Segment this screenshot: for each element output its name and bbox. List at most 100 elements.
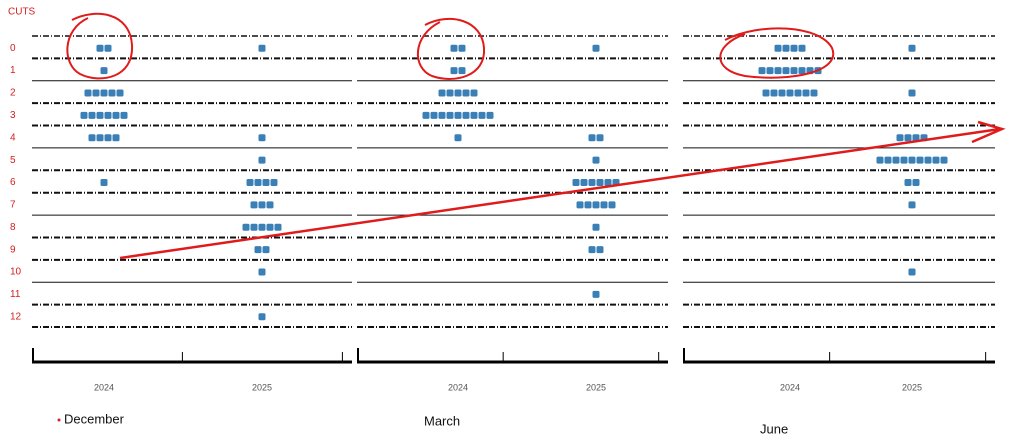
dot xyxy=(450,67,458,75)
dot xyxy=(592,290,600,298)
dot xyxy=(438,111,446,119)
dot xyxy=(592,156,600,164)
dot xyxy=(262,179,270,186)
dot xyxy=(104,44,112,52)
dot xyxy=(446,111,454,119)
x-tick-label: 2025 xyxy=(252,382,272,392)
dot xyxy=(454,134,462,142)
dot xyxy=(246,179,254,186)
dot xyxy=(924,156,932,164)
dot xyxy=(96,111,104,119)
circle-annotation xyxy=(417,17,486,80)
dot xyxy=(112,134,120,142)
dot xyxy=(258,156,266,164)
dot xyxy=(592,44,600,52)
dot xyxy=(592,201,600,209)
dot xyxy=(916,156,924,164)
dot xyxy=(588,179,596,186)
panel-title: March xyxy=(424,413,460,428)
y-tick-label: 11 xyxy=(10,289,21,300)
dot xyxy=(486,111,494,119)
dot xyxy=(422,111,430,119)
y-tick-label: 12 xyxy=(10,311,22,322)
dot xyxy=(588,134,596,142)
annotations xyxy=(66,12,1006,260)
dot xyxy=(572,179,580,186)
dot xyxy=(250,223,258,231)
dot xyxy=(758,67,766,75)
dot xyxy=(588,246,596,254)
dot xyxy=(100,89,108,97)
dot xyxy=(912,134,920,142)
dot xyxy=(266,201,274,209)
dot xyxy=(258,268,266,276)
dot xyxy=(438,89,446,97)
dot xyxy=(274,223,282,231)
dot xyxy=(596,246,604,254)
dot xyxy=(88,111,96,119)
dot xyxy=(478,111,486,119)
dot xyxy=(778,89,786,97)
dot xyxy=(896,134,904,142)
dot xyxy=(900,156,908,164)
panel: December 2024 2025 xyxy=(32,35,352,426)
dot xyxy=(88,134,96,142)
panel: March 2024 2025 xyxy=(357,35,668,428)
y-tick-label: 0 xyxy=(10,43,16,54)
dot xyxy=(242,223,250,231)
x-tick-label: 2025 xyxy=(586,382,606,392)
y-tick-label: 4 xyxy=(10,132,16,143)
dot xyxy=(774,44,782,52)
panel-title: December xyxy=(64,411,125,426)
dot xyxy=(84,89,92,97)
dot xyxy=(884,156,892,164)
dot xyxy=(454,111,462,119)
y-tick-label: 2 xyxy=(10,88,16,99)
dot xyxy=(250,201,258,209)
x-tick-label: 2025 xyxy=(902,382,922,392)
dot xyxy=(940,156,948,164)
dot xyxy=(462,89,470,97)
x-tick-label: 2024 xyxy=(448,382,468,392)
y-tick-label: 10 xyxy=(10,267,22,278)
dot xyxy=(108,89,116,97)
y-tick-label: 7 xyxy=(10,200,16,211)
dot xyxy=(116,89,124,97)
y-tick-label: 3 xyxy=(10,110,16,121)
dot xyxy=(608,201,616,209)
dot xyxy=(908,44,916,52)
dot xyxy=(604,179,612,186)
y-axis-label: CUTS xyxy=(8,7,36,18)
dot xyxy=(262,246,270,254)
dot xyxy=(596,179,604,186)
dot xyxy=(932,156,940,164)
dot xyxy=(782,44,790,52)
dot xyxy=(798,67,806,75)
dot xyxy=(798,44,806,52)
dot xyxy=(802,89,810,97)
dot xyxy=(258,201,266,209)
dot xyxy=(80,111,88,119)
dot xyxy=(580,179,588,186)
dot xyxy=(774,67,782,75)
bullet xyxy=(57,418,61,422)
y-tick-label: 9 xyxy=(10,244,16,255)
y-tick-label: 6 xyxy=(10,177,16,188)
dot xyxy=(904,134,912,142)
dot xyxy=(770,89,778,97)
x-tick-label: 2024 xyxy=(780,382,800,392)
dot xyxy=(470,89,478,97)
dot xyxy=(112,111,120,119)
dot xyxy=(446,89,454,97)
dot xyxy=(254,246,262,254)
dot xyxy=(592,223,600,231)
circle-annotation xyxy=(719,27,835,79)
dot xyxy=(258,44,266,52)
dot xyxy=(430,111,438,119)
dot xyxy=(104,134,112,142)
dot xyxy=(596,134,604,142)
dot xyxy=(258,223,266,231)
trend-arrow xyxy=(119,127,1001,260)
panel: June 2024 2025 xyxy=(683,35,995,436)
